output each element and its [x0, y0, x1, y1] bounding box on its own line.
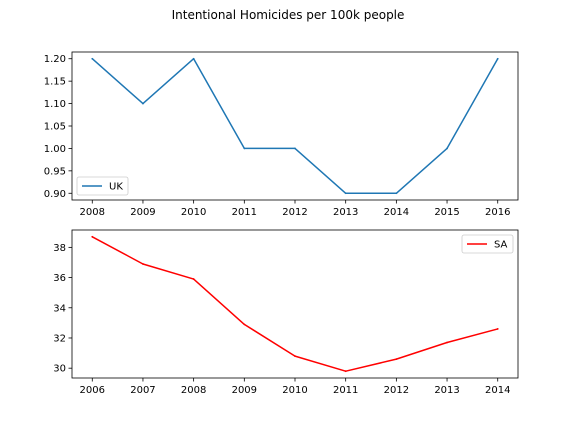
- x-tick-label: 2006: [80, 385, 105, 396]
- y-tick-label: 0.95: [44, 166, 66, 177]
- data-point: [192, 57, 195, 60]
- x-tick-label: 2013: [333, 207, 358, 218]
- chart-sa: 2006 2007 2008 2009 2010 2011 2012 2013 2014 30 32…: [53, 229, 519, 396]
- legend-label: SA: [494, 240, 508, 251]
- data-point: [446, 341, 448, 344]
- legend: SA: [461, 234, 514, 254]
- data-point: [142, 102, 144, 105]
- data-point: [294, 355, 296, 358]
- x-tick-label: 2009: [130, 207, 155, 218]
- y-tick-label: 1.15: [44, 77, 66, 88]
- legend-label: UK: [109, 182, 123, 193]
- data-point: [344, 370, 347, 373]
- chart-uk: 2008 2009 2010 2011 2012 2013 2014 2015 2016 0.90…: [44, 51, 519, 218]
- y-tick-label: 0.90: [44, 189, 66, 200]
- data-point: [142, 263, 144, 265]
- figure-title: Intentional Homicides per 100k people: [172, 8, 405, 22]
- data-point: [243, 323, 246, 326]
- data-point: [192, 278, 195, 280]
- x-tick-label: 2010: [181, 207, 206, 218]
- x-tick-label: 2014: [384, 207, 409, 218]
- x-tick-label: 2015: [434, 207, 459, 218]
- data-point: [395, 192, 398, 195]
- data-point: [294, 147, 296, 150]
- axes-frame: [71, 51, 519, 201]
- y-tick-label: 1.00: [44, 144, 66, 155]
- x-tick-label: 2008: [181, 385, 206, 396]
- x-tick-label: 2013: [434, 385, 459, 396]
- y-tick-label: 34: [53, 303, 66, 314]
- series-line-uk: [91, 57, 499, 195]
- y-tick-label: 1.20: [44, 54, 66, 65]
- data-point: [91, 235, 94, 238]
- data-point: [91, 57, 94, 60]
- data-point: [446, 147, 448, 150]
- x-tick-label: 2012: [384, 385, 409, 396]
- series-line-sa: [91, 236, 498, 372]
- x-tick-label: 2011: [232, 207, 257, 218]
- data-point: [243, 147, 246, 150]
- y-tick-label: 32: [53, 333, 66, 344]
- x-tick-label: 2007: [130, 385, 155, 396]
- x-tick-label: 2008: [80, 207, 105, 218]
- legend-box: [461, 234, 514, 254]
- y-tick-label: 36: [53, 273, 66, 284]
- y-tick-label: 1.05: [44, 122, 66, 133]
- legend: UK: [76, 176, 129, 196]
- x-tick-label: 2016: [485, 207, 510, 218]
- x-tick-label: 2012: [282, 207, 307, 218]
- y-tick-label: 30: [53, 364, 66, 375]
- x-tick-label: 2010: [282, 385, 307, 396]
- data-point: [496, 57, 499, 60]
- data-point: [395, 358, 398, 361]
- data-point: [496, 328, 499, 330]
- x-tick-label: 2009: [232, 385, 257, 396]
- x-tick-label: 2014: [485, 385, 510, 396]
- data-point: [344, 192, 347, 195]
- y-tick-label: 1.10: [44, 99, 66, 110]
- x-tick-label: 2011: [333, 385, 358, 396]
- legend-box: [76, 176, 129, 196]
- y-tick-label: 38: [53, 243, 66, 254]
